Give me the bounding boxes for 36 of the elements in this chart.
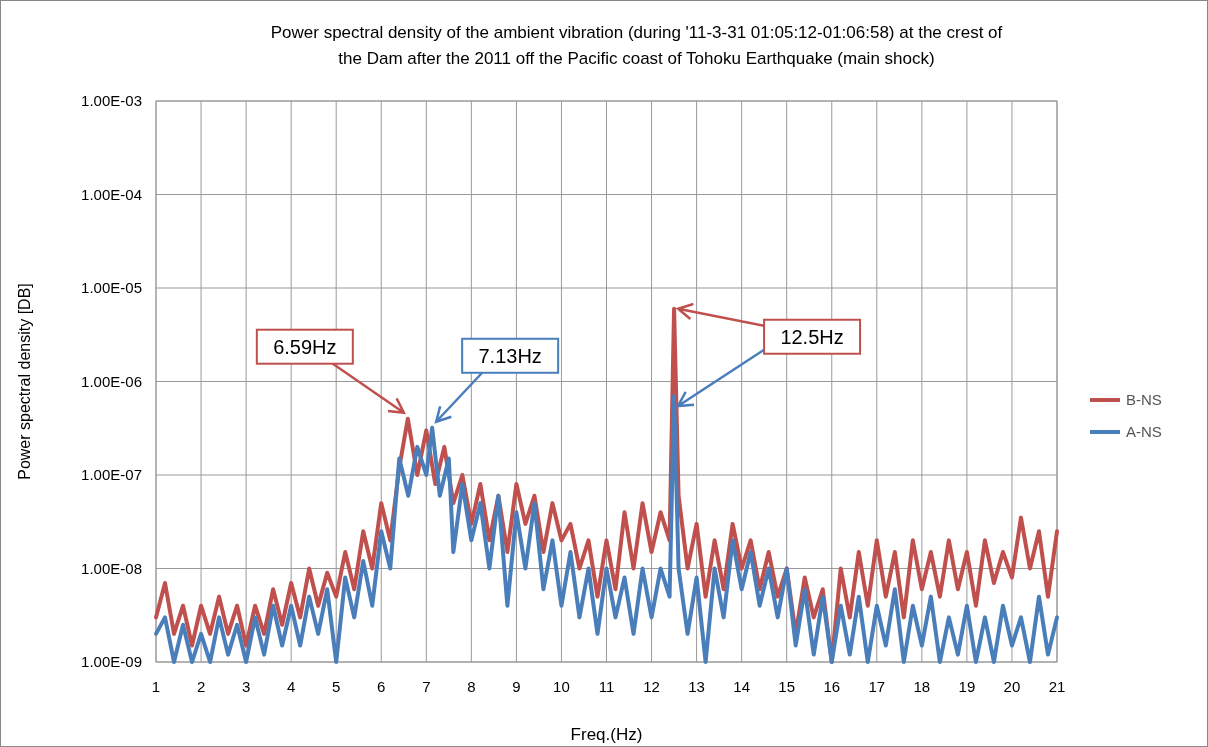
x-tick-label: 20 bbox=[1003, 678, 1021, 695]
x-tick-label: 13 bbox=[688, 678, 705, 695]
y-tick-label: 1.00E-07 bbox=[81, 466, 142, 483]
x-tick-label: 12 bbox=[643, 678, 660, 695]
legend-label: B-NS bbox=[1126, 391, 1162, 408]
annotation: 12.5Hz bbox=[780, 325, 844, 348]
y-axis-title: Power spectral density [DB] bbox=[16, 283, 33, 480]
x-tick-label: 2 bbox=[196, 678, 206, 695]
x-tick-label: 9 bbox=[512, 678, 521, 695]
x-tick-label: 11 bbox=[598, 678, 615, 695]
x-tick-label: 21 bbox=[1048, 678, 1066, 695]
y-tick-label: 1.00E-08 bbox=[81, 559, 142, 577]
x-tick-label: 4 bbox=[286, 678, 296, 695]
y-tick-label: 1.00E-04 bbox=[81, 185, 142, 203]
x-tick-label: 10 bbox=[553, 678, 570, 695]
x-tick-label: 7 bbox=[422, 678, 431, 695]
y-tick-label: 1.00E-05 bbox=[81, 279, 142, 296]
x-tick-label: 3 bbox=[241, 678, 251, 695]
annotation: 6.59Hz bbox=[273, 335, 337, 358]
x-tick-label: 6 bbox=[377, 678, 386, 695]
x-tick-label: 15 bbox=[778, 678, 796, 695]
y-tick-label: 1.00E-06 bbox=[81, 372, 142, 390]
x-tick-label: 16 bbox=[823, 678, 841, 695]
annotation: 7.13Hz bbox=[478, 344, 542, 367]
chart-title: Power spectral density of the ambient vibration (during '11-3-31 01:05:12-01:06:58) at the crest of the Dam after the 2011 off the Pacific coast of Tohoku Earthquake (main shock) bbox=[270, 23, 1003, 68]
x-tick-label: 18 bbox=[913, 678, 931, 695]
x-tick-label: 5 bbox=[332, 678, 341, 695]
y-tick-label: 1.00E-03 bbox=[81, 92, 142, 109]
x-tick-label: 19 bbox=[958, 678, 976, 695]
x-tick-label: 17 bbox=[868, 678, 886, 695]
y-tick-label: 1.00E-09 bbox=[81, 653, 142, 670]
x-axis-title: Freq.(Hz) bbox=[570, 725, 643, 744]
x-tick-label: 14 bbox=[733, 678, 750, 695]
x-tick-label: 1 bbox=[151, 678, 161, 695]
x-tick-label: 8 bbox=[467, 678, 476, 695]
legend-label: A-NS bbox=[1126, 423, 1162, 440]
